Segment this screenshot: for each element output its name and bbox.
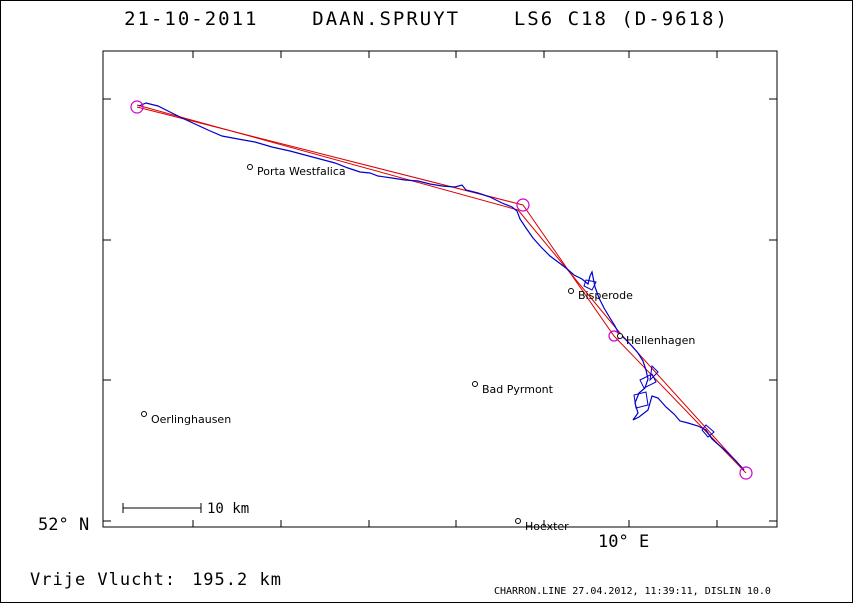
town-markers — [141, 164, 623, 524]
town-marker — [617, 333, 623, 339]
distance-label: Vrije Vlucht: — [30, 570, 177, 590]
flight-track — [138, 102, 745, 471]
scale-bar-label: 10 km — [207, 501, 249, 517]
town-label: Porta Westfalica — [257, 165, 346, 178]
map-box — [102, 50, 778, 528]
town-label: Hellenhagen — [626, 334, 695, 347]
town-label: Bisperode — [578, 289, 633, 302]
distance-summary: Vrije Vlucht: 195.2 km — [30, 570, 282, 590]
longitude-label: 10° E — [598, 532, 650, 552]
latitude-label: 52° N — [38, 515, 90, 535]
town-marker — [472, 381, 478, 387]
distance-value: 195.2 km — [192, 570, 282, 590]
scale-bar — [122, 503, 202, 513]
map-ticks — [103, 51, 777, 527]
flight-date: 21-10-2011 — [124, 8, 259, 30]
town-marker — [141, 411, 147, 417]
footer-info: CHARRON.LINE 27.04.2012, 11:39:11, DISLI… — [494, 586, 771, 597]
turnpoint-1 — [516, 198, 530, 212]
town-marker — [568, 288, 574, 294]
turnpoints — [130, 100, 753, 480]
turnpoint-finish — [739, 466, 753, 480]
pilot-name: DAAN.SPRUYT — [312, 8, 461, 30]
turnpoint-start — [130, 100, 144, 114]
town-label: Bad Pyrmont — [482, 383, 554, 396]
page-title: 21-10-2011 DAAN.SPRUYT LS6 C18 (D-9618) — [0, 8, 853, 30]
town-label: Hoexter — [525, 520, 569, 533]
town-marker — [247, 164, 253, 170]
town-marker — [515, 518, 521, 524]
glider-name: LS6 C18 (D-9618) — [513, 8, 729, 30]
town-label: Oerlinghausen — [151, 413, 231, 426]
thermal-loops — [583, 279, 715, 438]
